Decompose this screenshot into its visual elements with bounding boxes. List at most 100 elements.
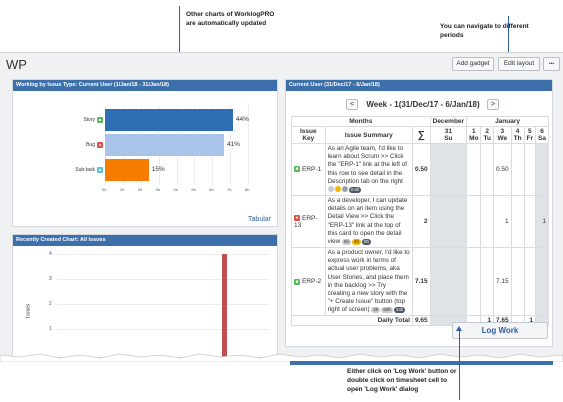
timesheet-cell[interactable] — [466, 142, 482, 197]
chart-tick-label: 1h — [119, 187, 125, 192]
recent-chart-gadget: Recently Created Chart: All Issues Issue… — [12, 234, 278, 359]
timesheet-cell[interactable] — [523, 142, 537, 197]
day-header: 6 Sa — [535, 126, 549, 144]
issue-type-icon: ■ — [97, 167, 103, 173]
more-options-button[interactable]: ••• — [543, 57, 560, 71]
chart-tick-label: 6h — [209, 187, 214, 192]
issue-key-link[interactable]: ERP-13 — [294, 214, 318, 229]
chart-bar[interactable] — [222, 254, 227, 359]
chart-data-label: 15% — [151, 166, 165, 173]
log-work-button[interactable]: Log Work — [452, 322, 548, 339]
status-dot-icon — [334, 186, 341, 193]
dashboard: WP Add gadget Edit layout ••• Worklog by… — [0, 52, 563, 359]
table-row: ■ ERP-2 As a product owner, I'd like to ex… — [291, 247, 549, 317]
chart-data-label: 44% — [235, 116, 249, 123]
issue-type-icon: ● — [97, 142, 103, 148]
next-period-button[interactable]: > — [487, 99, 499, 110]
timesheet-cell[interactable] — [523, 247, 537, 317]
day-name: Mo — [469, 135, 479, 142]
worklog-chart-header: Worklog by Issue Type: Current User (1/J… — [13, 80, 277, 91]
issue-type-icon: ■ — [97, 117, 103, 123]
day-number: 6 — [540, 128, 544, 135]
timesheet-cell[interactable] — [523, 195, 537, 249]
chart-bar[interactable] — [105, 134, 224, 156]
timesheet-cell[interactable] — [466, 247, 482, 317]
chart-gridline — [248, 105, 250, 185]
annotation-line — [179, 6, 180, 86]
timesheet-cell[interactable] — [510, 195, 525, 249]
timesheet-cell[interactable] — [429, 247, 468, 317]
day-number: 1 — [471, 128, 476, 135]
timesheet-cell[interactable] — [535, 247, 549, 317]
chart-category-label: Story — [83, 117, 95, 123]
annotation-navigate: You can navigate to different periods — [440, 23, 529, 39]
status-dot-icon — [327, 186, 334, 193]
timesheet-cell[interactable] — [510, 247, 525, 317]
chart-tick-label: 3 — [49, 276, 52, 282]
day-name: Th — [513, 135, 522, 142]
previous-period-button[interactable]: < — [346, 99, 358, 110]
annotation-log-work: Either click on 'Log Work' button or dou… — [347, 368, 457, 393]
chart-data-label: 41% — [226, 141, 240, 148]
estimate-badge: 60h — [381, 307, 393, 314]
issue-type-icon: ■ — [294, 278, 300, 285]
issue-summary-text: As an Agile team, I'd like to learn abou… — [327, 145, 407, 185]
chart-tick-label: 2 — [49, 301, 52, 307]
estimate-badge: 34h — [393, 307, 406, 314]
issue-summary-cell: As a developer, I can update details on … — [324, 195, 413, 249]
chart-gridline — [57, 304, 269, 305]
timesheet-cell[interactable]: 1 — [535, 195, 549, 249]
timesheet-cell[interactable] — [480, 247, 494, 317]
estimate-badge: 0.5h — [348, 186, 362, 193]
status-dot-icon — [341, 186, 348, 193]
issue-total-cell: 2 — [411, 195, 431, 249]
month-december: December — [429, 116, 468, 127]
issue-summary-text: As a developer, I can update details on … — [327, 197, 408, 245]
edit-layout-button[interactable]: Edit layout — [498, 57, 540, 71]
day-name: Su — [444, 135, 453, 142]
worklog-bar-chart: 0h 1h 2h 3h 4h 5h 6h 7h 8h Story ■ 44% Bug ● 41% Sub-ta… — [13, 91, 279, 228]
chart-tick-label: 2h — [137, 187, 143, 192]
timesheet-cell[interactable] — [480, 195, 494, 249]
chart-tick-label: 8h — [245, 187, 250, 192]
chart-bar[interactable] — [105, 109, 233, 131]
chart-category-label: Bug — [86, 142, 95, 148]
annotation-other-charts: Other charts of WorklogPRO are automatic… — [186, 11, 275, 27]
add-gadget-button[interactable]: Add gadget — [452, 57, 494, 71]
issue-key-link[interactable]: ERP-1 — [302, 166, 322, 174]
total-sigma-header: ∑ — [411, 126, 431, 144]
chart-gridline — [230, 105, 232, 185]
issue-key-cell[interactable]: ■ ERP-2 — [291, 247, 326, 317]
torn-edge — [0, 353, 563, 362]
day-name: We — [497, 135, 508, 142]
timesheet-cell[interactable] — [429, 195, 468, 249]
chart-tick-label: 4h — [173, 187, 178, 192]
timesheet-cell[interactable] — [510, 142, 525, 197]
timesheet-cell[interactable]: 1 — [492, 195, 512, 249]
timesheet-cell[interactable]: 0.50 — [492, 142, 512, 197]
day-header: 2 Tu — [480, 126, 494, 144]
timesheet-table: Months December January Issue Key Issue … — [291, 116, 549, 327]
timesheet-cell[interactable] — [535, 142, 549, 197]
tabular-link[interactable]: Tabular — [248, 216, 271, 223]
day-name: Fr — [526, 135, 534, 142]
chart-bar[interactable] — [105, 159, 149, 181]
issue-key-cell[interactable]: ■ ERP-1 — [291, 142, 326, 197]
months-label: Months — [291, 116, 431, 127]
chart-gridline — [57, 254, 269, 255]
timesheet-cell[interactable]: 7.15 — [492, 247, 512, 317]
day-number: 3 — [500, 128, 505, 135]
day-header: 3 We — [492, 126, 512, 144]
issue-key-link[interactable]: ERP-2 — [302, 278, 322, 286]
timesheet-cell[interactable] — [466, 195, 482, 249]
issue-summary-cell: As an Agile team, I'd like to learn abou… — [324, 142, 413, 197]
timesheet-cell[interactable] — [480, 142, 494, 197]
daily-total-value: 9.65 — [411, 315, 431, 327]
issue-key-cell[interactable]: ● ERP-13 — [291, 195, 326, 249]
day-name: Tu — [483, 135, 491, 142]
issue-summary-cell: As a product owner, I'd like to express … — [324, 247, 413, 317]
issue-key-header: Issue Key — [291, 126, 326, 144]
timesheet-cell[interactable] — [429, 142, 468, 197]
chart-gridline — [57, 329, 269, 330]
day-number: 2 — [485, 128, 490, 135]
